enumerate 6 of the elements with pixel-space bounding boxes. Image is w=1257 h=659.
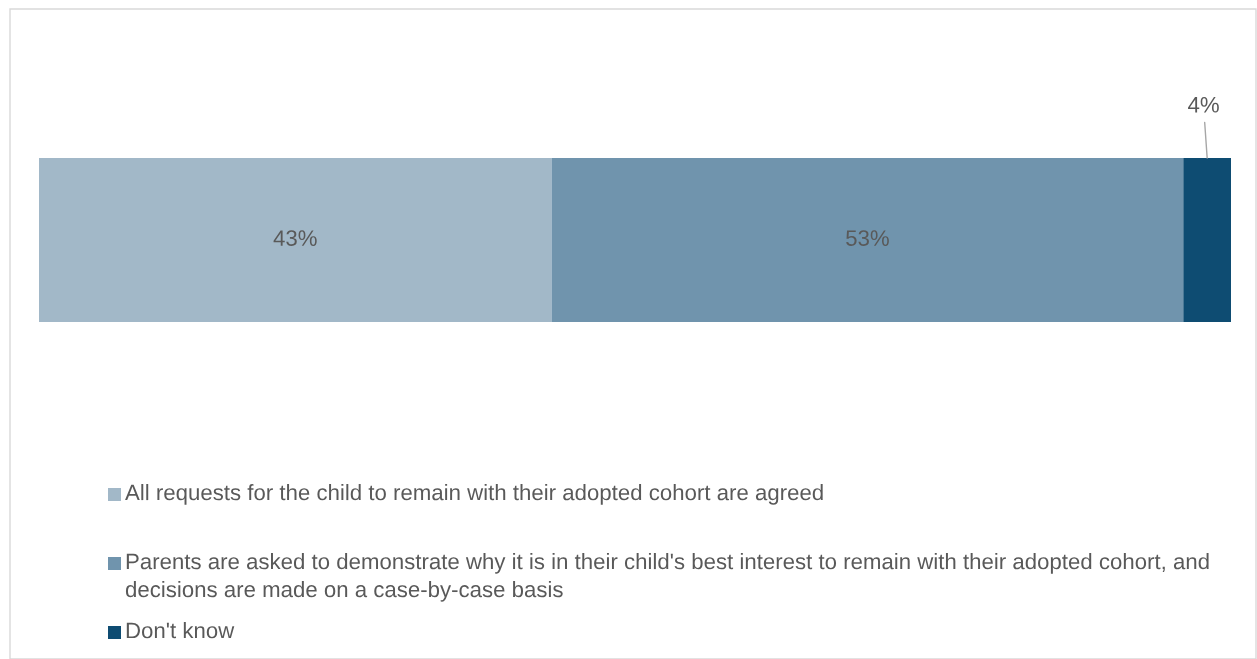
legend-label: Parents are asked to demonstrate why it is in their child's best interest to remain with their adopted cohort, and decisions are made on a case-by-case basis: [125, 553, 1209, 602]
data-label: 4%: [1188, 96, 1219, 113]
legend-label: All requests for the child to remain with their adopted cohort are agreed: [125, 484, 823, 505]
data-label: 53%: [846, 230, 889, 246]
data-label: 43%: [273, 230, 317, 246]
legend-label: Don't know: [126, 622, 235, 639]
